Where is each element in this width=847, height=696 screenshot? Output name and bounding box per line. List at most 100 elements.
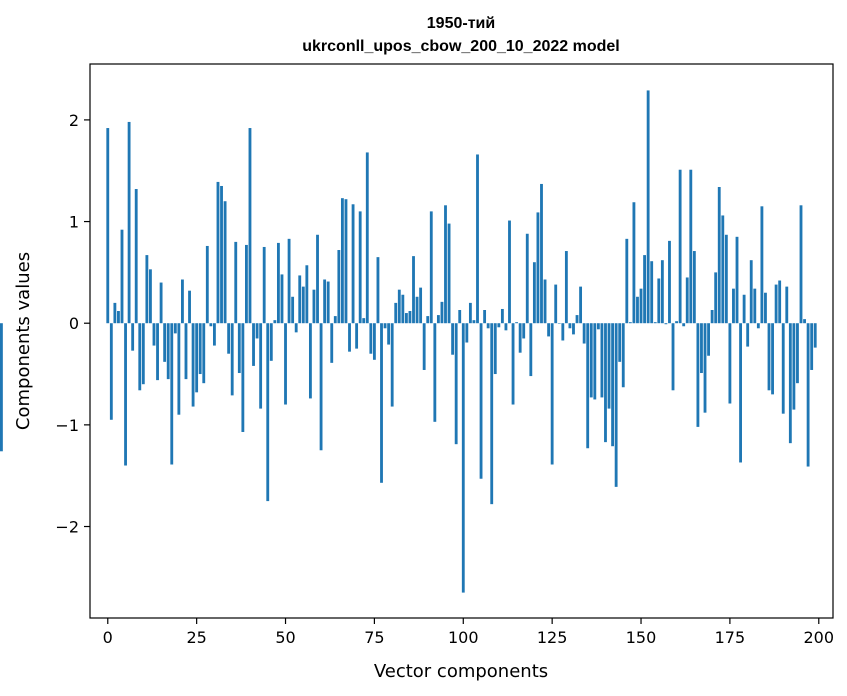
x-tick-label: 50 bbox=[275, 628, 295, 647]
x-tick-label: 175 bbox=[715, 628, 746, 647]
bar-161 bbox=[678, 169, 682, 324]
bar-102 bbox=[468, 302, 472, 324]
bar-72 bbox=[362, 318, 366, 324]
bar-56 bbox=[305, 265, 309, 324]
bar-undefined bbox=[0, 323, 3, 452]
bar-197 bbox=[806, 323, 810, 467]
bar-118 bbox=[525, 233, 529, 324]
bar-109 bbox=[493, 323, 497, 375]
bar-133 bbox=[579, 286, 583, 324]
bar-185 bbox=[764, 292, 767, 324]
bar-53 bbox=[294, 323, 298, 333]
bar-184 bbox=[760, 206, 764, 324]
bar-181 bbox=[749, 260, 753, 324]
bar-67 bbox=[344, 199, 348, 324]
bar-12 bbox=[149, 269, 152, 324]
bar-82 bbox=[397, 289, 401, 324]
bar-97 bbox=[451, 323, 455, 355]
bar-130 bbox=[568, 323, 572, 329]
bar-147 bbox=[628, 322, 632, 324]
bar-180 bbox=[746, 323, 750, 347]
bar-188 bbox=[774, 284, 778, 324]
bar-124 bbox=[547, 323, 551, 337]
bar-110 bbox=[497, 323, 501, 328]
bar-6 bbox=[127, 121, 131, 324]
bar-63 bbox=[330, 323, 334, 363]
bar-71 bbox=[358, 211, 362, 324]
bar-99 bbox=[458, 310, 462, 324]
bar-51 bbox=[287, 238, 291, 324]
bar-73 bbox=[365, 152, 369, 324]
bar-123 bbox=[543, 279, 547, 324]
bar-163 bbox=[685, 277, 689, 324]
bar-68 bbox=[348, 323, 351, 352]
bar-18 bbox=[170, 323, 174, 465]
bar-62 bbox=[326, 281, 330, 324]
bar-13 bbox=[152, 323, 156, 346]
bar-94 bbox=[440, 301, 444, 324]
x-axis-label: Vector components bbox=[374, 661, 548, 682]
bar-174 bbox=[724, 234, 728, 324]
bar-74 bbox=[369, 323, 373, 354]
bar-45 bbox=[266, 323, 270, 502]
bar-196 bbox=[803, 319, 806, 324]
x-tick-label: 75 bbox=[364, 628, 384, 647]
bar-153 bbox=[650, 261, 654, 324]
bar-70 bbox=[355, 323, 359, 349]
bar-89 bbox=[422, 323, 426, 370]
bar-169 bbox=[707, 323, 710, 356]
x-tick-label: 200 bbox=[804, 628, 835, 647]
bar-25 bbox=[195, 323, 199, 393]
bar-9 bbox=[138, 323, 142, 391]
bar-86 bbox=[412, 256, 415, 324]
bar-48 bbox=[276, 242, 280, 324]
bar-75 bbox=[372, 323, 376, 360]
bar-22 bbox=[184, 323, 188, 380]
bar-158 bbox=[668, 240, 671, 324]
bar-35 bbox=[230, 323, 234, 396]
bar-33 bbox=[223, 201, 227, 324]
bar-11 bbox=[145, 255, 149, 324]
bars-group bbox=[0, 90, 817, 593]
bar-88 bbox=[419, 287, 423, 324]
bar-121 bbox=[536, 212, 540, 324]
bar-143 bbox=[614, 323, 618, 487]
bar-189 bbox=[778, 280, 782, 324]
bar-112 bbox=[504, 323, 508, 331]
bar-150 bbox=[639, 288, 643, 324]
bar-179 bbox=[742, 294, 746, 324]
chart-title: 1950-тий bbox=[427, 15, 495, 32]
bar-176 bbox=[732, 288, 735, 324]
bar-177 bbox=[735, 236, 739, 324]
bar-175 bbox=[728, 323, 732, 404]
bar-7 bbox=[131, 323, 135, 351]
bar-183 bbox=[756, 323, 760, 329]
bar-27 bbox=[202, 323, 206, 384]
x-tick-label: 100 bbox=[448, 628, 479, 647]
bar-96 bbox=[447, 223, 451, 324]
bar-142 bbox=[611, 323, 615, 447]
bar-141 bbox=[607, 323, 611, 409]
bar-83 bbox=[401, 294, 405, 324]
bar-172 bbox=[717, 187, 721, 324]
bar-49 bbox=[280, 274, 284, 324]
bar-113 bbox=[508, 220, 511, 324]
x-tick-label: 125 bbox=[537, 628, 568, 647]
bar-155 bbox=[657, 278, 661, 324]
bar-120 bbox=[532, 262, 536, 324]
bar-84 bbox=[404, 313, 408, 324]
bar-2 bbox=[113, 302, 117, 324]
bar-127 bbox=[557, 323, 561, 324]
bar-100 bbox=[461, 323, 465, 593]
bar-195 bbox=[799, 205, 803, 324]
bar-39 bbox=[245, 244, 248, 324]
bar-198 bbox=[810, 323, 814, 370]
bar-165 bbox=[692, 251, 696, 324]
bar-157 bbox=[664, 323, 668, 325]
bar-129 bbox=[564, 251, 568, 324]
chart-subtitle: ukrconll_upos_cbow_200_10_2022 model bbox=[302, 38, 619, 55]
bar-76 bbox=[376, 257, 380, 324]
bar-152 bbox=[646, 90, 650, 324]
bar-57 bbox=[308, 323, 312, 399]
bar-77 bbox=[380, 323, 383, 483]
